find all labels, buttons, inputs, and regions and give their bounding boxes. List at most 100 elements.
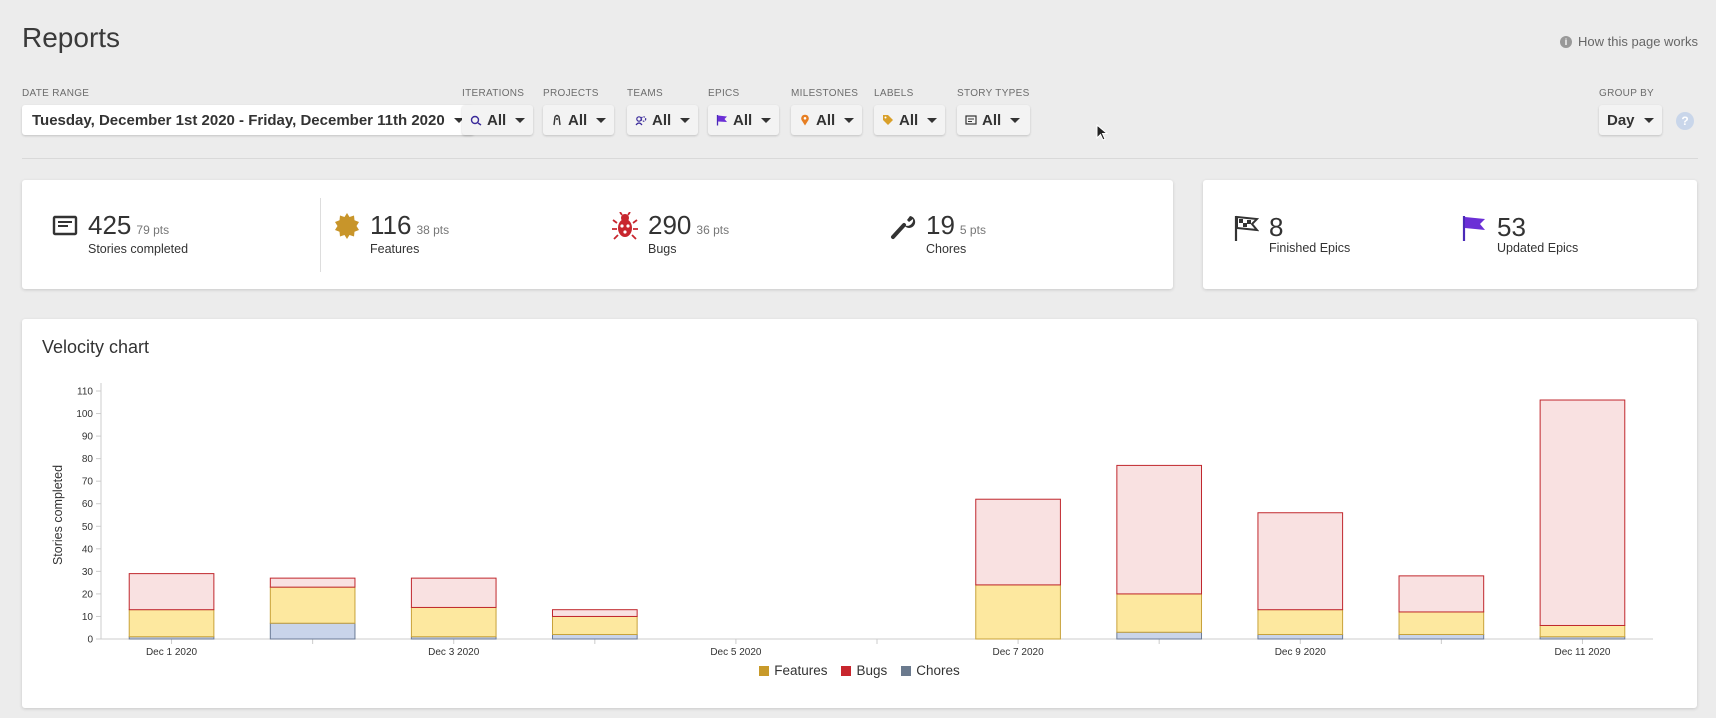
y-tick-label: 100 [76, 409, 93, 420]
epics-value: All [733, 111, 753, 129]
features-bar [975, 584, 1061, 640]
chevron-down-icon [680, 117, 691, 123]
epics-filter: EPICS All [708, 88, 780, 135]
y-tick-label: 30 [82, 567, 94, 578]
chevron-down-icon [844, 117, 855, 123]
milestones-dropdown[interactable]: All [791, 105, 863, 135]
chevron-down-icon [927, 117, 938, 123]
features-bar [1398, 611, 1485, 635]
team-icon [635, 116, 647, 126]
y-tick-label: 90 [82, 432, 94, 443]
updated-epics-count: 53 [1497, 212, 1526, 242]
finished-epics-stat: 8 Finished Epics [1233, 212, 1350, 255]
features-bar [1116, 593, 1203, 633]
iterations-dropdown[interactable]: All [462, 105, 534, 135]
labels-label: LABELS [874, 88, 914, 99]
projects-filter: PROJECTS All [543, 88, 615, 135]
updated-epics-flag-icon [1462, 216, 1485, 241]
labels-dropdown[interactable]: All [874, 105, 946, 135]
stories-count: 425 [88, 210, 132, 240]
updated-epics-stat: 53 Updated Epics [1461, 212, 1578, 255]
date-range-picker[interactable]: Tuesday, December 1st 2020 - Friday, Dec… [22, 105, 474, 135]
legend-chores[interactable]: Chores [901, 663, 960, 678]
velocity-chart: 0 10 20 30 40 50 60 70 80 90 100 110 Stories complet… [51, 383, 1653, 658]
stories-label: Stories completed [88, 242, 189, 256]
chevron-down-icon [596, 117, 607, 123]
group-by-dropdown[interactable]: Day [1599, 105, 1662, 135]
chevron-down-icon [1010, 117, 1021, 123]
group-by-filter: GROUP BY Day [1599, 88, 1662, 135]
chores-points: 5 pts [959, 223, 986, 237]
date-range-label: DATE RANGE [22, 88, 90, 99]
iterations-label: ITERATIONS [462, 88, 525, 99]
x-tick-label: Dec 11 2020 [1554, 647, 1610, 658]
story-types-value: All [982, 111, 1002, 129]
y-axis-label: Stories completed [51, 465, 65, 565]
stories-summary-card: 425 79 pts Stories completed 116 38 pts Fe… [22, 180, 1173, 289]
updated-epics-label: Updated Epics [1497, 241, 1579, 255]
legend-chores-label: Chores [916, 663, 960, 678]
features-bar [410, 606, 497, 638]
chores-bar [269, 622, 356, 640]
labels-value: All [899, 111, 919, 129]
stories-points: 79 pts [136, 223, 170, 237]
x-tick-label: Dec 1 2020 [146, 647, 198, 658]
how-this-page-works-link[interactable]: i How this page works [1560, 34, 1698, 49]
bugs-swatch [841, 665, 852, 676]
teams-dropdown[interactable]: All [627, 105, 699, 135]
story-types-label: STORY TYPES [957, 88, 1030, 99]
legend-features[interactable]: Features [759, 663, 827, 678]
chevron-down-icon [515, 117, 526, 123]
teams-value: All [652, 111, 672, 129]
milestones-value: All [816, 111, 836, 129]
finished-epics-flag-icon [1234, 215, 1259, 241]
bugs-stat: 290 36 pts Bugs [612, 210, 729, 256]
bugs-bar [1116, 464, 1203, 595]
milestone-pin-icon [801, 114, 809, 126]
bugs-bar [1539, 399, 1626, 626]
story-card-icon [965, 115, 977, 125]
summary-divider [320, 198, 321, 272]
iterations-filter: ITERATIONS All [462, 88, 534, 135]
chart-legend: Features Bugs Chores [22, 663, 1697, 678]
epic-flag-icon [716, 115, 727, 126]
filters-divider [22, 158, 1698, 159]
x-tick-label: Dec 5 2020 [710, 647, 762, 658]
teams-label: TEAMS [627, 88, 663, 99]
legend-bugs[interactable]: Bugs [841, 663, 887, 678]
story-card-icon [52, 215, 78, 236]
y-tick-label: 60 [82, 499, 94, 510]
projects-dropdown[interactable]: All [543, 105, 615, 135]
features-stat: 116 38 pts Features [334, 210, 449, 256]
story-types-dropdown[interactable]: All [957, 105, 1030, 135]
milestones-filter: MILESTONES All [791, 88, 863, 135]
chevron-down-icon [1643, 117, 1654, 123]
y-tick-label: 40 [82, 544, 94, 555]
features-bar [1539, 624, 1626, 638]
features-bar [551, 615, 638, 635]
y-tick-label: 20 [82, 589, 94, 600]
y-tick-label: 70 [82, 477, 94, 488]
x-tick-label: Dec 3 2020 [428, 647, 480, 658]
features-swatch [759, 665, 770, 676]
filters-bar: DATE RANGE Tuesday, December 1st 2020 - … [0, 88, 1716, 144]
y-tick-label: 10 [82, 612, 94, 623]
group-by-help-icon[interactable]: ? [1676, 112, 1694, 130]
help-link-label: How this page works [1578, 34, 1698, 49]
y-tick-label: 50 [82, 522, 94, 533]
y-tick-label: 0 [87, 635, 93, 646]
x-tick-label: Dec 7 2020 [993, 647, 1045, 658]
chores-bar [1116, 631, 1203, 640]
wrench-icon [891, 216, 916, 239]
epics-dropdown[interactable]: All [708, 105, 780, 135]
teams-filter: TEAMS All [627, 88, 699, 135]
features-bar [269, 586, 356, 624]
bugs-bar [269, 577, 356, 588]
bugs-bar [410, 577, 497, 608]
y-tick-label: 80 [82, 454, 94, 465]
chores-swatch [901, 665, 912, 676]
legend-bugs-label: Bugs [856, 663, 888, 678]
bugs-bar [975, 498, 1061, 586]
date-range-value: Tuesday, December 1st 2020 - Friday, Dec… [32, 111, 445, 129]
y-tick-label: 110 [77, 387, 93, 398]
